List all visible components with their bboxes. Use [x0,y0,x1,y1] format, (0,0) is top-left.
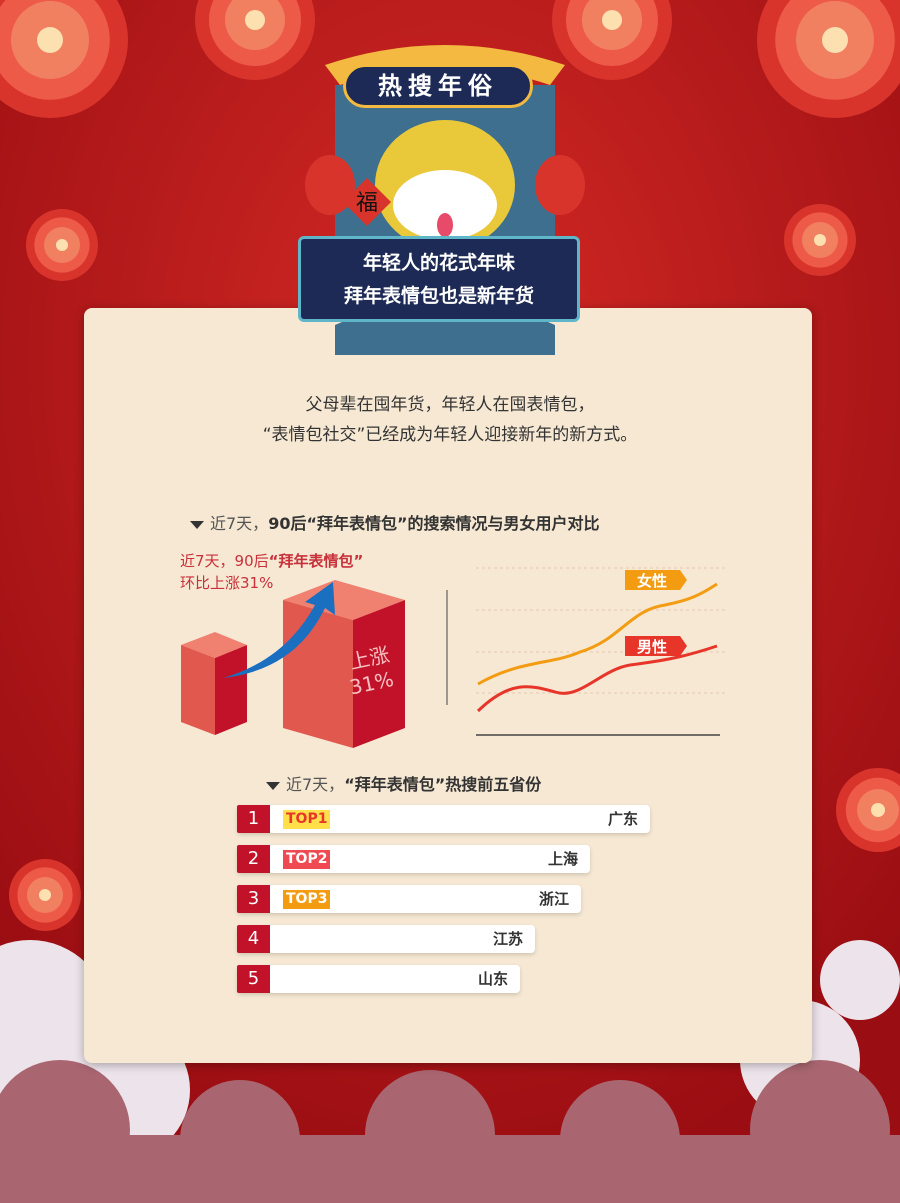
series-line-male [476,644,718,713]
cloud-decoration [0,1060,900,1203]
legend-male-tag [625,636,687,656]
rank-number: 3 [237,885,270,913]
page-title: 热搜年俗 [343,64,533,108]
growth-note: 近7天，90后“拜年表情包” 环比上涨31% [180,552,364,592]
legend-female-tag [625,570,687,590]
rank-number: 1 [237,805,270,833]
section2-heading: 近7天，“拜年表情包”热搜前五省份 [266,771,541,795]
fu-character: 福 [356,191,378,216]
legend-male: 男性 [637,638,667,656]
province-name: 江苏 [492,930,523,948]
headline-line1: 年轻人的花式年味 [362,252,515,274]
section1-heading: 近7天，90后“拜年表情包”的搜索情况与男女用户对比 [190,510,600,534]
province-name: 上海 [547,850,578,868]
legend-female: 女性 [637,572,667,590]
top-badge: TOP2 [283,850,331,869]
lantern-icon [535,155,585,215]
province-row: 5 山东 [237,965,520,993]
province-row: 1 TOP1 广东 [237,805,650,833]
series-line-female [477,582,718,686]
gender-line-chart: 女性 男性 [446,567,725,736]
province-name: 浙江 [538,890,569,908]
province-row: 2 TOP2 上海 [237,845,590,873]
rank-number: 5 [237,965,270,993]
intro-line2: “表情包社交”已经成为年轻人迎接新年的新方式。 [262,425,638,445]
rank-number: 4 [237,925,270,953]
bar-before [181,632,247,735]
top-badge: TOP1 [283,810,331,829]
growth-bars: 上涨 31% [181,580,405,748]
bar-after: 上涨 31% [283,580,405,748]
province-row: 4 江苏 [237,925,535,953]
province-row: 3 TOP3 浙江 [237,885,581,913]
triangle-down-icon [190,520,204,529]
plum-blossom-icon [25,209,98,281]
intro-line1: 父母辈在囤年货，年轻人在囤表情包， [305,395,595,415]
lantern-icon [305,155,355,215]
plum-blossom-icon [8,859,81,931]
province-name: 广东 [607,810,638,828]
growth-arrow-icon [223,582,335,678]
top-badge: TOP3 [283,890,331,909]
triangle-down-icon [266,781,280,790]
rank-number: 2 [237,845,270,873]
headline-line2: 拜年表情包也是新年货 [343,285,534,307]
plum-blossom-icon [784,204,856,276]
province-name: 山东 [477,970,508,988]
headline-banner: 年轻人的花式年味 拜年表情包也是新年货 [298,236,580,322]
